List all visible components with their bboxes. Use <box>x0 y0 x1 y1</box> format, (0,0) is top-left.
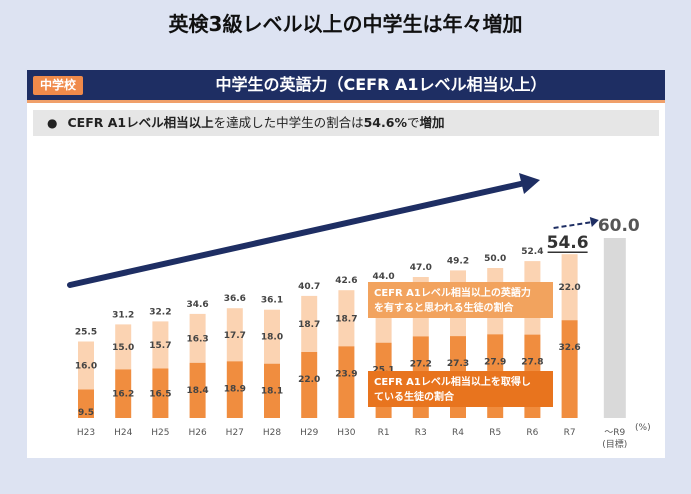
x-tick-label: R3 <box>415 428 427 438</box>
upper-value-label: 22.0 <box>558 283 580 293</box>
x-tick-label: H29 <box>300 428 318 438</box>
bar-segment-acquired <box>189 362 206 418</box>
target-bar <box>603 238 626 418</box>
x-tick-label: H23 <box>77 428 95 438</box>
lower-value-label: 9.5 <box>78 408 94 418</box>
x-tick-label: R4 <box>452 428 464 438</box>
bar-segment-equivalent <box>115 324 132 370</box>
total-label: 32.2 <box>149 307 171 317</box>
lower-value-label: 27.8 <box>521 358 543 368</box>
lower-value-label: 27.3 <box>447 359 469 369</box>
x-tick-label: R1 <box>378 428 390 438</box>
legend-equivalent-text-1: CEFR A1レベル相当以上の英語力 <box>374 286 531 299</box>
lower-value-label: 27.2 <box>410 359 432 369</box>
lower-value-label: 27.9 <box>484 357 506 367</box>
trend-arrow-line <box>67 180 528 288</box>
legend-acquired-text-1: CEFR A1レベル相当以上を取得し <box>374 375 531 388</box>
summary-term: CEFR A1レベル相当以上 <box>67 115 214 130</box>
page-title: 英検3級レベル以上の中学生は年々増加 <box>168 12 523 36</box>
x-tick-label: R7 <box>564 428 576 438</box>
total-label: 49.2 <box>447 256 469 266</box>
lower-value-label: 18.4 <box>186 386 208 396</box>
upper-value-label: 16.0 <box>75 362 97 372</box>
summary-value: 54.6% <box>363 115 407 130</box>
summary-text: を達成した中学生の割合は <box>213 115 364 130</box>
bar-segment-equivalent <box>338 290 355 347</box>
lower-value-label: 32.6 <box>558 343 580 353</box>
total-label: 50.0 <box>484 254 506 264</box>
bar-segment-equivalent <box>78 341 94 390</box>
unit-label: (%) <box>635 423 651 433</box>
latest-total-label: 54.6 <box>547 233 589 253</box>
bar-segment-equivalent <box>301 295 318 352</box>
bar-segment-equivalent <box>152 321 169 369</box>
upper-value-label: 18.0 <box>261 333 283 343</box>
x-tick-label: H24 <box>114 428 132 438</box>
upper-value-label: 17.7 <box>224 331 246 341</box>
bar-segment-acquired <box>561 320 578 418</box>
lower-value-label: 18.9 <box>224 384 246 394</box>
total-label: 36.1 <box>261 296 283 306</box>
total-label: 36.6 <box>224 294 246 304</box>
target-tick-sublabel: (目標) <box>602 438 627 450</box>
summary-text-2: で <box>406 115 420 130</box>
bar-segment-acquired <box>78 389 94 418</box>
upper-value-label: 18.7 <box>335 314 357 324</box>
lower-value-label: 22.0 <box>298 375 320 385</box>
chart-header: 中学校 中学生の英語力（CEFR A1レベル相当以上） <box>27 70 665 103</box>
lower-value-label: 16.5 <box>149 389 171 399</box>
bar-segment-equivalent <box>189 313 206 363</box>
total-label: 31.2 <box>112 310 134 320</box>
x-tick-label: H30 <box>337 428 355 438</box>
total-label: 52.4 <box>521 247 543 257</box>
bar-segment-acquired <box>115 369 132 418</box>
target-arrow-line <box>553 221 593 229</box>
upper-value-label: 15.0 <box>112 343 134 353</box>
bar-segment-acquired <box>226 361 243 418</box>
x-tick-label: H25 <box>151 428 169 438</box>
target-value-label: 60.0 <box>598 216 640 236</box>
lower-value-label: 18.1 <box>261 387 283 397</box>
lower-value-label: 25.1 <box>372 366 394 376</box>
target-tick-label: ～R9 <box>604 428 625 438</box>
school-level-badge: 中学校 <box>33 76 84 95</box>
total-label: 34.6 <box>186 300 208 310</box>
upper-value-label: 15.7 <box>149 341 171 351</box>
upper-value-label: 16.3 <box>186 334 208 344</box>
chart-title: 中学生の英語力（CEFR A1レベル相当以上） <box>215 75 547 94</box>
legend-acquired-box <box>368 371 553 407</box>
target-arrow-head <box>589 217 599 227</box>
bar-segment-equivalent <box>561 254 578 321</box>
total-label: 42.6 <box>335 276 357 286</box>
legend-acquired-text-2: ている生徒の割合 <box>374 390 455 403</box>
bar-segment-equivalent <box>264 309 280 364</box>
summary-trend: 増加 <box>419 115 445 130</box>
x-tick-label: H26 <box>188 428 206 438</box>
bar-segment-acquired <box>264 363 280 418</box>
lower-value-label: 16.2 <box>112 390 134 400</box>
bar-segment-acquired <box>152 368 169 418</box>
bar-segment-acquired <box>301 352 318 418</box>
total-label: 47.0 <box>410 263 432 273</box>
bar-segment-equivalent <box>226 308 243 362</box>
lower-value-label: 23.9 <box>335 369 357 379</box>
summary-box: ● CEFR A1レベル相当以上を達成した中学生の割合は54.6%で増加 <box>33 110 659 136</box>
trend-arrow-head <box>519 173 540 194</box>
bar-segment-acquired <box>338 346 355 418</box>
total-label: 44.0 <box>372 272 394 282</box>
legend-equivalent-box <box>368 282 553 318</box>
upper-value-label: 18.7 <box>298 320 320 330</box>
chart-card: 中学校 中学生の英語力（CEFR A1レベル相当以上） ● CEFR A1レベル相… <box>27 70 665 458</box>
total-label: 25.5 <box>75 328 97 338</box>
x-tick-label: H28 <box>263 428 281 438</box>
total-label: 40.7 <box>298 282 320 292</box>
x-tick-label: H27 <box>226 428 244 438</box>
legend-equivalent-text-2: を有すると思われる生徒の割合 <box>374 301 514 314</box>
x-tick-label: R5 <box>489 428 501 438</box>
x-tick-label: R6 <box>526 428 538 438</box>
bullet-icon: ● <box>47 116 58 130</box>
